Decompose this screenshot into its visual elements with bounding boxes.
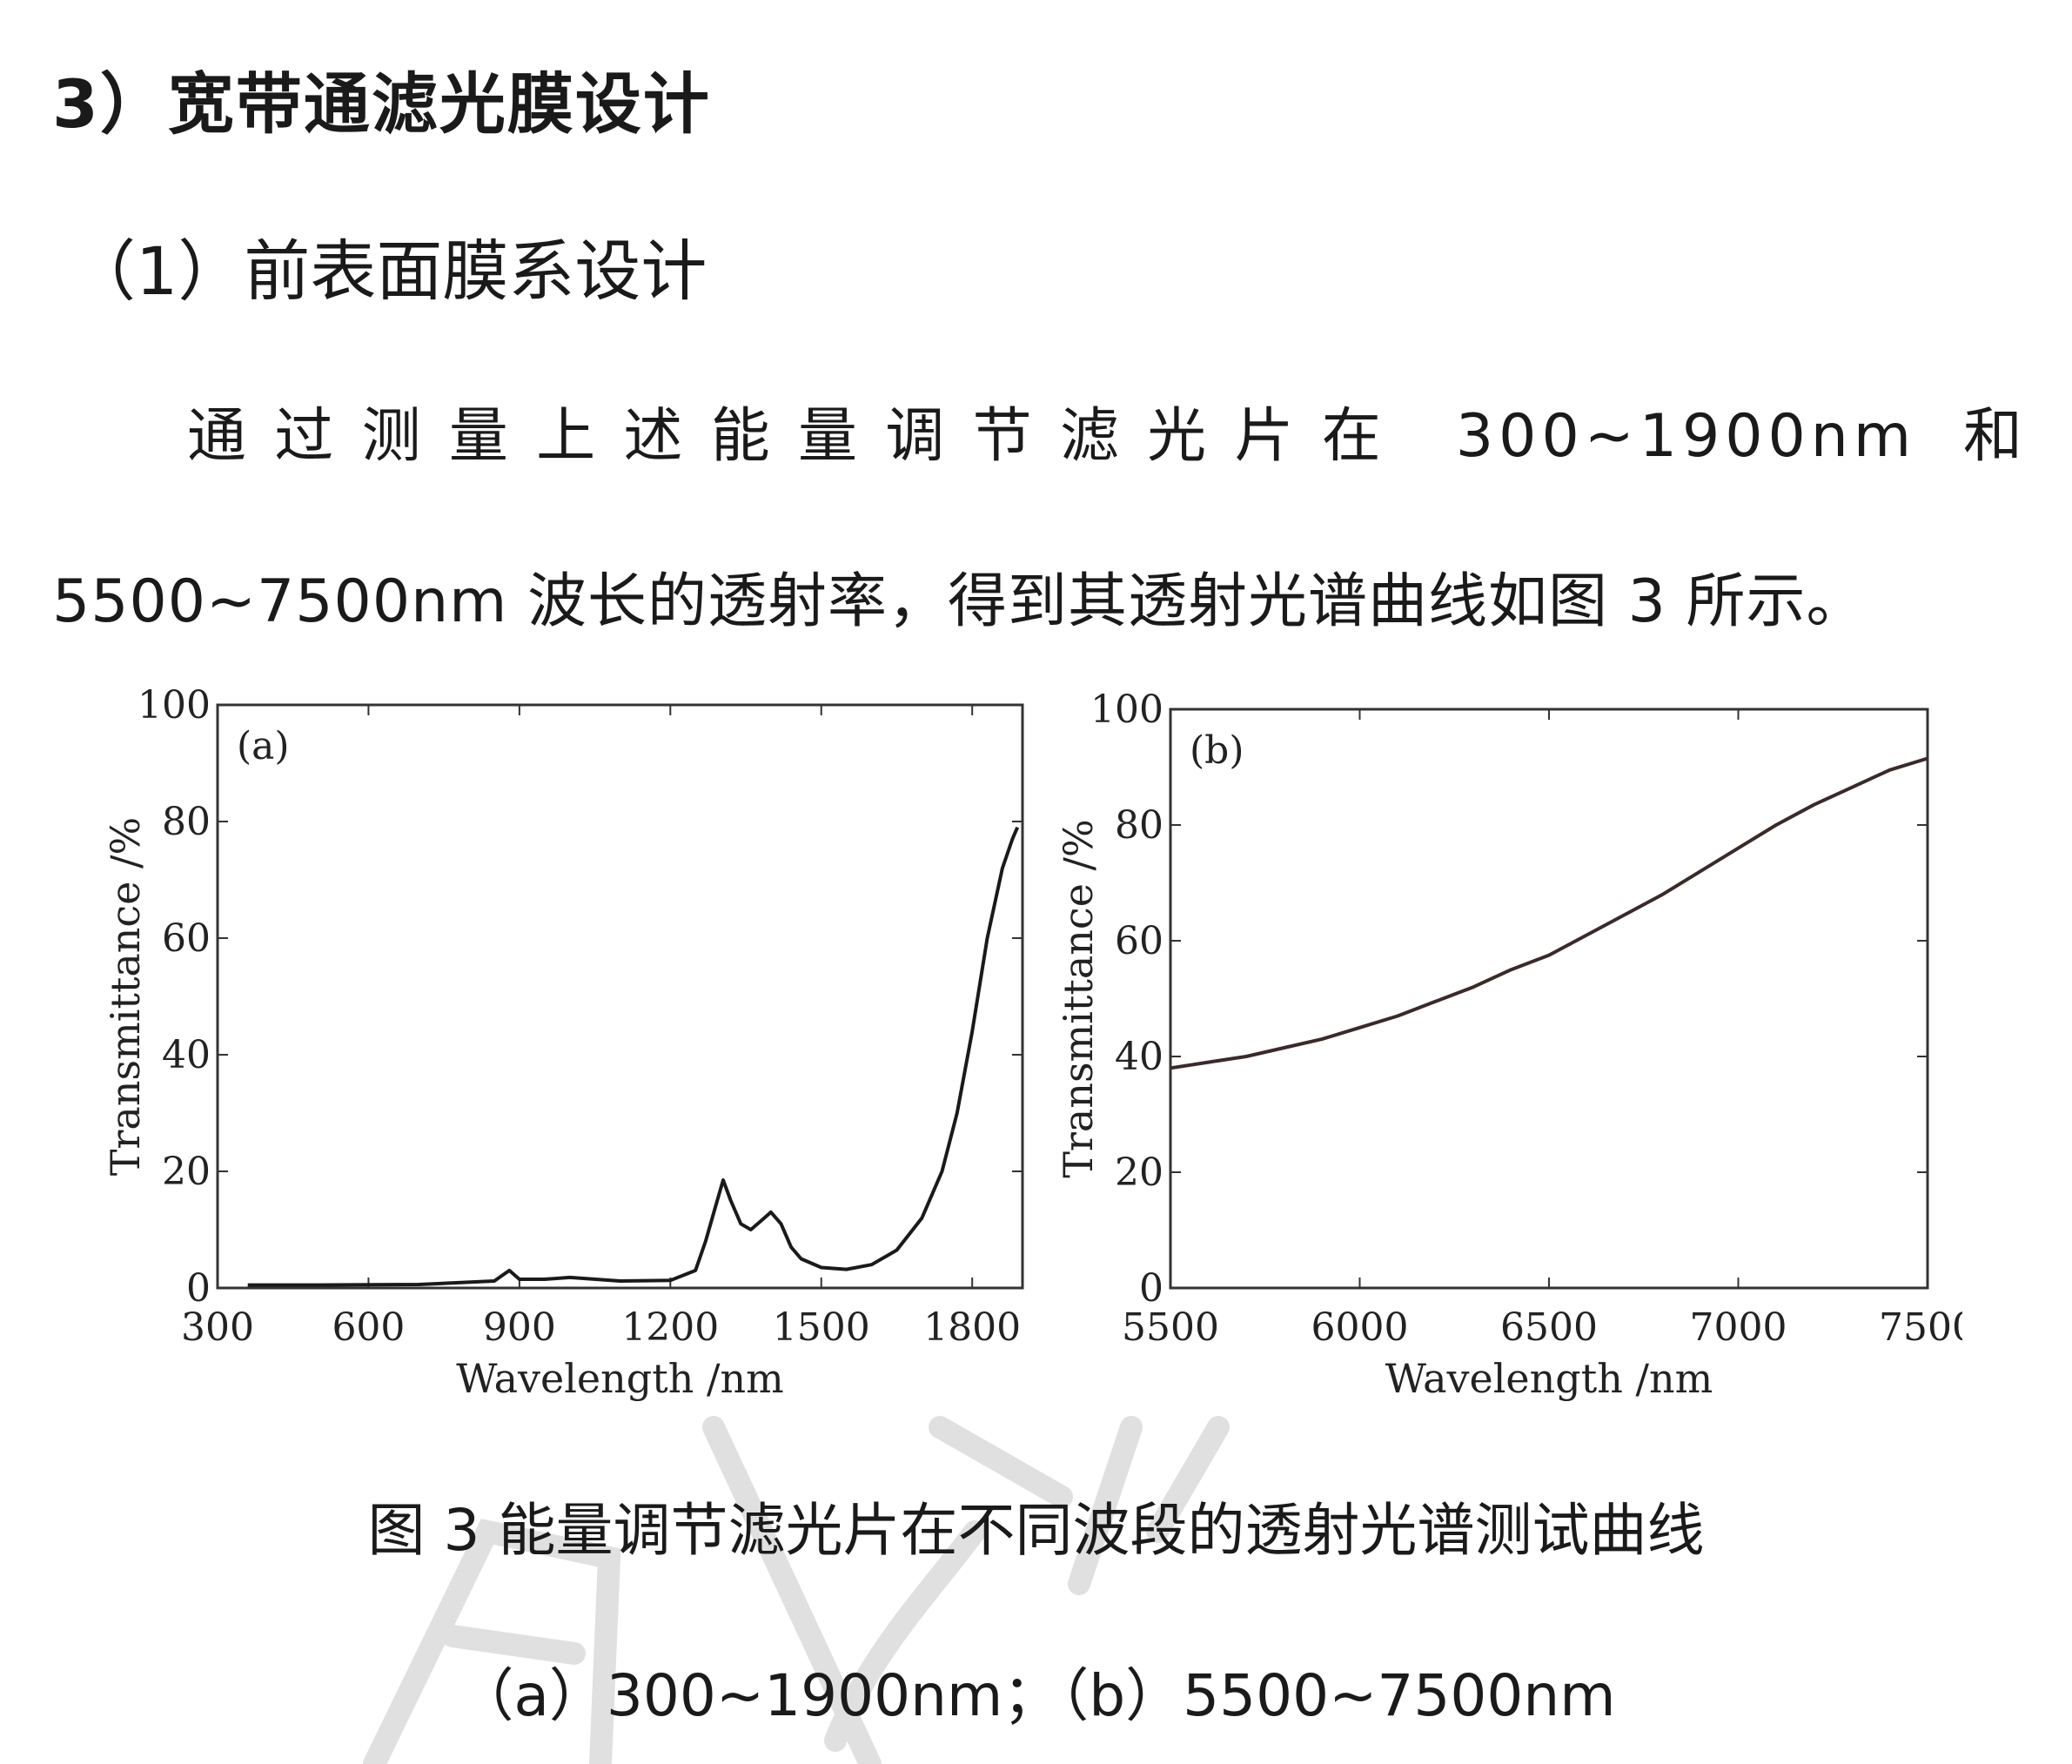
subsection-heading: （1）前表面膜系设计 bbox=[70, 232, 707, 310]
chart-a-x-tick-label: 600 bbox=[332, 1305, 405, 1350]
chart-a-y-tick-label: 80 bbox=[162, 800, 211, 844]
chart-b-series-line bbox=[1170, 756, 1928, 1070]
chart-b-y-tick-label: 0 bbox=[1139, 1266, 1163, 1311]
chart-b-y-tick-label: 40 bbox=[1115, 1035, 1163, 1079]
chart-a-y-tick-label: 40 bbox=[162, 1033, 211, 1077]
chart-b-y-tick-label: 80 bbox=[1115, 803, 1163, 848]
chart-a-y-tick-label: 20 bbox=[162, 1150, 211, 1194]
figure-subcaption: （a）300~1900nm；（b）5500~7500nm bbox=[456, 1662, 1616, 1729]
chart-a: 300 600 900 1200 1500 1800 0 20 40 60 80 100 Wavelen… bbox=[100, 679, 1049, 1427]
paragraph-line-2: 5500~7500nm 波长的透射率，得到其透射光谱曲线如图 3 所示。 bbox=[52, 567, 1867, 636]
chart-a-x-tick-label: 1800 bbox=[923, 1305, 1021, 1350]
chart-b-y-tick-label: 100 bbox=[1090, 687, 1163, 732]
chart-a-series-line bbox=[247, 826, 1020, 1287]
chart-a-x-tick-label: 1200 bbox=[621, 1305, 719, 1350]
chart-b-x-tick-label: 7000 bbox=[1690, 1305, 1787, 1350]
chart-a-y-axis-label: Transmittance /% bbox=[102, 817, 149, 1177]
chart-b-x-axis-label: Wavelength /nm bbox=[1385, 1355, 1713, 1402]
chart-b-x-tick-label: 5500 bbox=[1122, 1305, 1219, 1350]
chart-b-x-tick-label: 7500 bbox=[1879, 1305, 1962, 1350]
chart-a-y-tick-label: 0 bbox=[186, 1266, 211, 1311]
chart-b-x-tick-label: 6000 bbox=[1311, 1305, 1409, 1350]
chart-a-y-tick-label: 60 bbox=[162, 916, 211, 961]
chart-b-plot-frame bbox=[1169, 708, 1929, 1290]
chart-a-panel-label: (a) bbox=[237, 724, 290, 768]
chart-a-x-axis-label: Wavelength /nm bbox=[456, 1355, 783, 1402]
chart-a-svg: 300 600 900 1200 1500 1800 0 20 40 60 80 100 Wavelen… bbox=[102, 683, 1024, 1402]
chart-b-svg: 5500 6000 6500 7000 7500 0 20 40 60 80 100 Waveleng… bbox=[1057, 687, 1962, 1402]
chart-b: 5500 6000 6500 7000 7500 0 20 40 60 80 100 Waveleng… bbox=[1057, 679, 1962, 1427]
chart-a-plot-frame bbox=[216, 703, 1024, 1290]
chart-a-y-tick-label: 100 bbox=[137, 683, 211, 728]
chart-b-y-tick-label: 60 bbox=[1115, 919, 1163, 963]
chart-a-x-tick-label: 900 bbox=[483, 1305, 556, 1350]
section-heading: 3）宽带通滤光膜设计 bbox=[52, 65, 711, 143]
chart-b-panel-label: (b) bbox=[1190, 728, 1244, 773]
chart-b-y-axis-label: Transmittance /% bbox=[1057, 819, 1102, 1178]
chart-a-x-tick-label: 300 bbox=[181, 1305, 254, 1350]
chart-a-x-tick-label: 1500 bbox=[773, 1305, 870, 1350]
figure-caption: 图 3 能量调节滤光片在不同波段的透射光谱测试曲线 bbox=[367, 1497, 1705, 1564]
chart-b-y-tick-label: 20 bbox=[1115, 1150, 1163, 1195]
paragraph-line-1: 通过测量上述能量调节滤光片在 300~1900nm 和 bbox=[187, 402, 2028, 471]
chart-b-x-tick-label: 6500 bbox=[1500, 1305, 1598, 1350]
